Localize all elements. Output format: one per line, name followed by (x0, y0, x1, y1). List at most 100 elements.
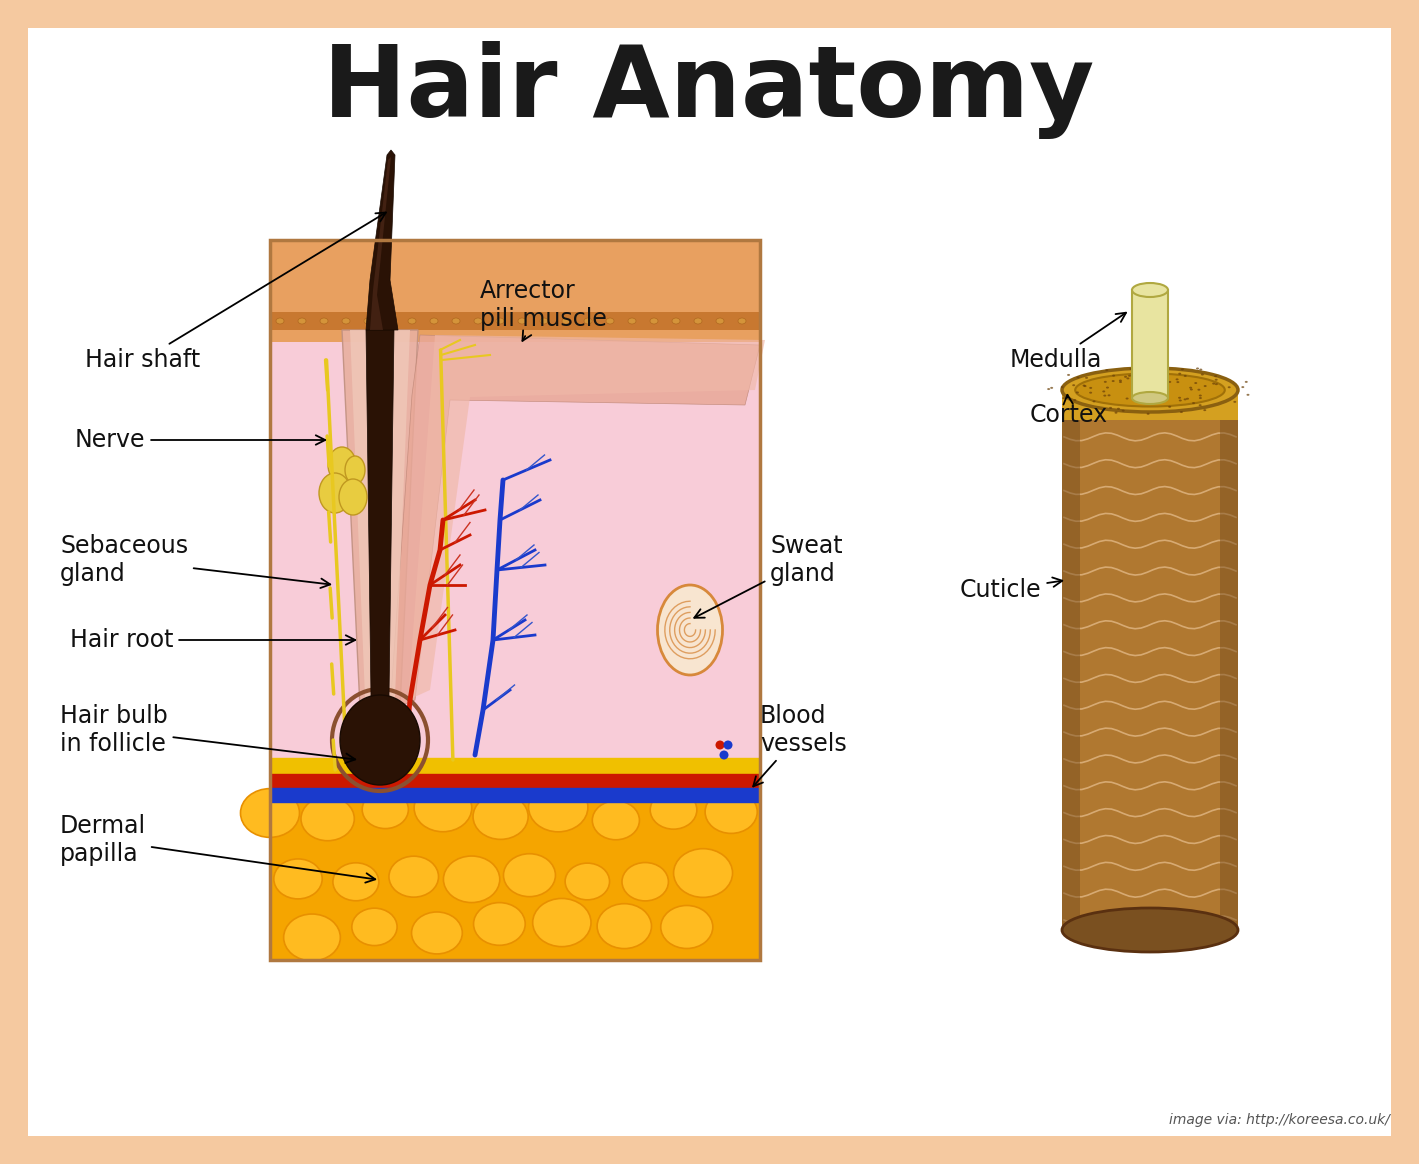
Ellipse shape (597, 903, 651, 949)
Ellipse shape (362, 790, 409, 829)
Ellipse shape (1196, 368, 1199, 369)
Ellipse shape (1120, 379, 1122, 382)
Bar (1061, 390, 1080, 930)
Ellipse shape (1199, 404, 1202, 406)
Ellipse shape (1215, 383, 1218, 385)
Ellipse shape (1131, 398, 1134, 399)
Ellipse shape (1178, 397, 1181, 399)
Ellipse shape (541, 318, 548, 324)
Bar (1220, 390, 1237, 930)
Ellipse shape (1112, 375, 1115, 377)
Ellipse shape (1063, 397, 1066, 399)
Ellipse shape (1120, 381, 1122, 383)
Ellipse shape (622, 863, 668, 901)
Text: Arrector
pili muscle: Arrector pili muscle (480, 279, 607, 341)
Ellipse shape (1192, 402, 1195, 404)
Ellipse shape (1134, 399, 1138, 402)
Ellipse shape (724, 740, 732, 750)
Ellipse shape (284, 914, 341, 960)
Ellipse shape (738, 318, 746, 324)
Ellipse shape (1073, 384, 1076, 386)
Ellipse shape (1090, 391, 1093, 393)
Bar (1061, 390, 1237, 930)
Ellipse shape (1233, 400, 1236, 403)
Ellipse shape (1178, 372, 1181, 375)
Ellipse shape (1132, 392, 1168, 404)
Ellipse shape (341, 695, 420, 785)
Ellipse shape (629, 318, 636, 324)
Bar (1132, 290, 1168, 398)
Ellipse shape (1189, 386, 1192, 389)
Ellipse shape (1111, 381, 1115, 382)
Ellipse shape (1162, 372, 1165, 374)
Ellipse shape (585, 318, 592, 324)
Ellipse shape (1203, 385, 1206, 388)
Ellipse shape (412, 911, 463, 954)
Polygon shape (366, 331, 394, 771)
Text: Dermal
papilla: Dermal papilla (60, 814, 375, 882)
Ellipse shape (386, 318, 394, 324)
Ellipse shape (1093, 400, 1095, 403)
Ellipse shape (1086, 377, 1088, 378)
Ellipse shape (1183, 398, 1186, 400)
Ellipse shape (1076, 374, 1225, 406)
Ellipse shape (1161, 368, 1164, 370)
Polygon shape (366, 150, 397, 331)
Text: Cuticle: Cuticle (961, 577, 1063, 602)
Polygon shape (409, 335, 765, 700)
Ellipse shape (674, 849, 732, 897)
Ellipse shape (1105, 386, 1110, 389)
Bar (270, 312, 761, 331)
Ellipse shape (1104, 381, 1107, 383)
Ellipse shape (342, 318, 350, 324)
Text: Medulla: Medulla (1010, 313, 1127, 372)
Ellipse shape (1135, 398, 1138, 400)
Ellipse shape (1242, 386, 1244, 388)
Polygon shape (350, 331, 410, 771)
Ellipse shape (673, 318, 680, 324)
Ellipse shape (1050, 386, 1053, 389)
Bar (270, 240, 761, 960)
Ellipse shape (1090, 386, 1093, 389)
Ellipse shape (1179, 399, 1182, 402)
Ellipse shape (1199, 397, 1202, 399)
Ellipse shape (715, 740, 725, 750)
Ellipse shape (1108, 395, 1111, 396)
Ellipse shape (1215, 378, 1218, 381)
Ellipse shape (497, 318, 504, 324)
Ellipse shape (717, 318, 724, 324)
Ellipse shape (1199, 395, 1202, 397)
Ellipse shape (1060, 386, 1064, 388)
Text: Hair bulb
in follicle: Hair bulb in follicle (60, 704, 355, 762)
Ellipse shape (1061, 368, 1237, 412)
Ellipse shape (504, 853, 555, 896)
Ellipse shape (1212, 383, 1215, 384)
Ellipse shape (1132, 283, 1168, 297)
Ellipse shape (1105, 369, 1108, 371)
Ellipse shape (1121, 410, 1125, 412)
Ellipse shape (1198, 389, 1200, 391)
Ellipse shape (1076, 391, 1078, 393)
Ellipse shape (1073, 399, 1077, 402)
Ellipse shape (518, 318, 526, 324)
Ellipse shape (1175, 378, 1179, 381)
Ellipse shape (1191, 389, 1193, 390)
Bar (270, 331, 761, 760)
Ellipse shape (414, 785, 471, 832)
Ellipse shape (453, 318, 460, 324)
Ellipse shape (352, 908, 397, 945)
Ellipse shape (328, 447, 356, 483)
Ellipse shape (1168, 381, 1171, 383)
Ellipse shape (1244, 381, 1247, 383)
Ellipse shape (694, 318, 702, 324)
Ellipse shape (1103, 390, 1105, 392)
Ellipse shape (1147, 413, 1149, 414)
Ellipse shape (562, 318, 570, 324)
Ellipse shape (1227, 386, 1230, 389)
Polygon shape (370, 157, 392, 331)
Ellipse shape (1200, 374, 1203, 376)
Ellipse shape (345, 456, 365, 484)
Ellipse shape (240, 789, 299, 837)
Ellipse shape (1215, 375, 1218, 377)
Ellipse shape (657, 585, 722, 675)
